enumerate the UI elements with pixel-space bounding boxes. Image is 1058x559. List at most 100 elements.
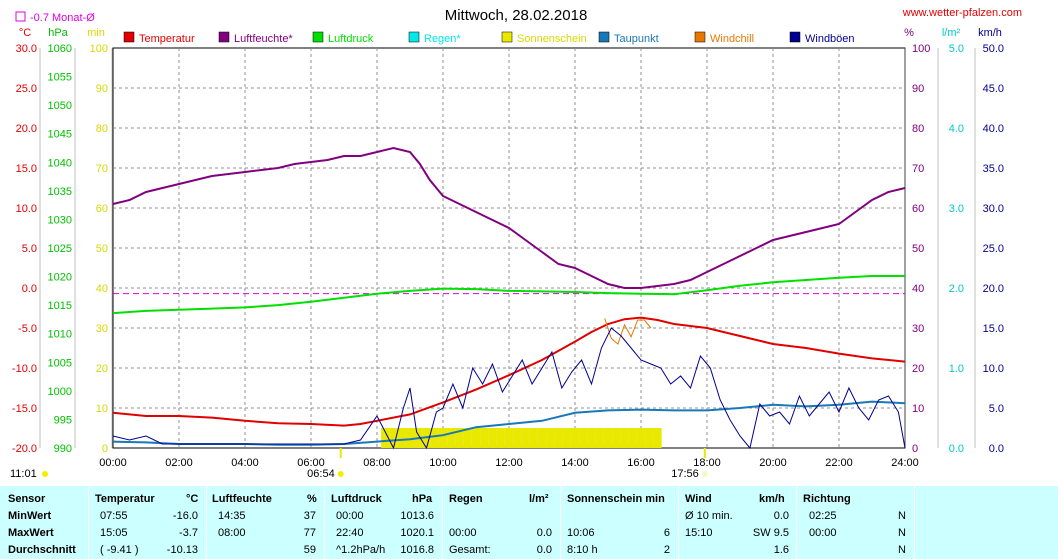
header-humidity-unit: % [307, 493, 317, 505]
sunshine-bar [570, 428, 580, 448]
stats-cell: 2 [663, 544, 670, 556]
sun-axis-tick-label: 0 [102, 443, 108, 455]
legend-swatch [312, 31, 324, 43]
rain-axis-tick-label: 4.0 [949, 123, 964, 135]
time-axis-tick-label: 20:00 [759, 457, 787, 469]
sunset-time: 17:56 [671, 468, 699, 480]
legend-label: Temperatur [139, 33, 195, 45]
wind-unit-label: km/h [978, 27, 1002, 39]
stats-cell: ( -9.41 ) [100, 544, 139, 556]
pressure-axis-tick-label: 1015 [48, 300, 72, 312]
header-wind-unit: km/h [759, 493, 785, 505]
temp-axis-tick-label: -10.0 [12, 363, 37, 375]
humidity-axis-tick-label: 60 [912, 203, 924, 215]
sunshine-bar [405, 428, 415, 448]
temp-axis-tick-label: 0.0 [22, 283, 37, 295]
pressure-axis-tick-label: 1035 [48, 186, 72, 198]
pressure-axis-tick-label: 1040 [48, 157, 72, 169]
stats-row-label: MaxWert [8, 527, 54, 539]
legend-swatch [218, 31, 230, 43]
sun-axis-tick-label: 80 [96, 123, 108, 135]
sun-icon [337, 471, 344, 477]
stats-cell: 1020.1 [400, 527, 434, 539]
rain-axis-tick-label: 2.0 [949, 283, 964, 295]
stats-cell: N [898, 510, 906, 522]
time-axis-tick-label: 02:00 [165, 457, 193, 469]
wind-axis-tick-label: 25.0 [983, 243, 1004, 255]
rain-axis-tick-label: 0.0 [949, 443, 964, 455]
pressure-axis-tick-label: 1045 [48, 129, 72, 141]
sunshine-bar [430, 428, 439, 448]
pressure-axis-tick-label: 1050 [48, 100, 72, 112]
sunshine-bar [381, 428, 390, 448]
rain-axis-tick-label: 3.0 [949, 203, 964, 215]
stats-cell: 14:35 [218, 510, 246, 522]
time-axis-tick-label: 12:00 [495, 457, 523, 469]
series-line-luftdruck [112, 275, 905, 315]
stats-cell: 07:55 [100, 510, 128, 522]
wind-axis-tick-label: 15.0 [983, 323, 1004, 335]
stats-cell: 59 [303, 544, 316, 556]
sunshine-bar [504, 428, 514, 448]
sunshine-bar [463, 428, 472, 448]
series-line-windböen [112, 327, 906, 450]
stats-row: MinWert 07:55 -16.0 14:35 37 00:00 1013.6 Ø 10 … [0, 508, 1058, 524]
sunshine-bar [645, 428, 654, 448]
column-divider [678, 486, 679, 559]
chart-title: Mittwoch, 28.02.2018 [445, 7, 588, 24]
legend-label: Sonnenschein [517, 33, 587, 45]
sun-axis-tick-label: 70 [96, 163, 108, 175]
stats-cell: SW 9.5 [752, 527, 789, 539]
stats-cell: 1016.8 [400, 544, 434, 556]
sunshine-bar [447, 428, 456, 448]
pressure-axis-tick-label: 1030 [48, 214, 72, 226]
pressure-axis-tick-label: 1010 [48, 329, 72, 341]
stats-cell: -3.7 [179, 527, 198, 539]
time-axis-tick-label: 16:00 [627, 457, 655, 469]
wind-axis-tick-label: 5.0 [989, 403, 1004, 415]
stats-cell: 00:00 [336, 510, 364, 522]
header-temperature-unit: °C [186, 493, 199, 505]
stats-cell: 37 [303, 510, 316, 522]
header-rain: Regen [449, 493, 483, 505]
temp-axis-tick-label: 5.0 [22, 243, 37, 255]
stats-cell: ^1.2hPa/h [336, 544, 386, 556]
sunshine-bar [579, 428, 588, 448]
series-line-windchill [604, 318, 652, 345]
humidity-axis-tick-label: 30 [912, 323, 924, 335]
time-axis-tick-label: 14:00 [561, 457, 589, 469]
temp-axis-tick-label: -5.0 [18, 323, 37, 335]
temp-axis-tick-label: 20.0 [16, 123, 37, 135]
sunshine-bar [603, 428, 613, 448]
stats-table: Sensor Temperatur °C Luftfeuchte % Luftd… [0, 486, 1058, 559]
sunshine-bar [480, 428, 489, 448]
sunshine-bar [587, 428, 596, 448]
humidity-axis-tick-label: 0 [912, 443, 918, 455]
stats-cell: 0.0 [536, 527, 552, 539]
time-axis-tick-label: 18:00 [693, 457, 721, 469]
site-link: www.wetter-pfalzen.com [902, 7, 1022, 19]
pressure-axis-tick-label: 1060 [48, 43, 72, 55]
legend-swatch [408, 31, 420, 43]
stats-header-row: Sensor Temperatur °C Luftfeuchte % Luftd… [0, 491, 1058, 507]
moon-icon [42, 471, 48, 477]
wind-axis-tick-label: 40.0 [983, 123, 1004, 135]
humidity-axis-tick-label: 70 [912, 163, 924, 175]
stats-cell: 77 [303, 527, 316, 539]
time-axis-tick-label: 06:00 [297, 457, 325, 469]
sunshine-bar [628, 428, 637, 448]
sunshine-bar [546, 428, 555, 448]
sun-axis-tick-label: 50 [96, 243, 108, 255]
stats-cell: 00:00 [809, 527, 837, 539]
sunshine-bar [636, 428, 646, 448]
humidity-axis-tick-label: 90 [912, 83, 924, 95]
pressure-axis-tick-label: 990 [54, 443, 72, 455]
legend-label: Windchill [710, 33, 754, 45]
sun-axis-tick-label: 40 [96, 283, 108, 295]
sun-axis-tick-label: 90 [96, 83, 108, 95]
humidity-axis-tick-label: 50 [912, 243, 924, 255]
pressure-axis-tick-label: 1055 [48, 72, 72, 84]
sunshine-bar [562, 428, 571, 448]
time-axis-tick-label: 24:00 [891, 457, 919, 469]
pressure-axis-tick-label: 1005 [48, 357, 72, 369]
